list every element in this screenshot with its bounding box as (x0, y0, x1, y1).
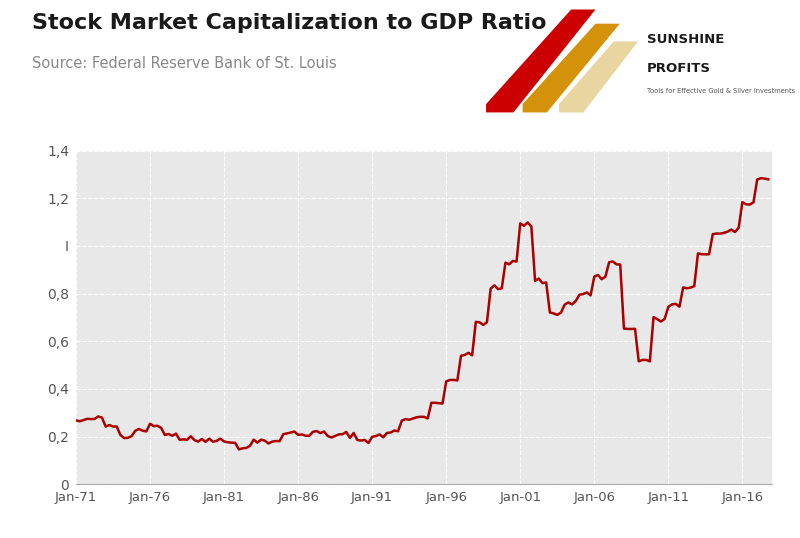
Polygon shape (486, 10, 595, 112)
Text: PROFITS: PROFITS (647, 61, 711, 75)
Polygon shape (559, 41, 638, 112)
Text: Stock Market Capitalization to GDP Ratio: Stock Market Capitalization to GDP Ratio (32, 13, 546, 33)
Text: Tools for Effective Gold & Silver Investments: Tools for Effective Gold & Silver Invest… (647, 88, 795, 94)
Text: Source: Federal Reserve Bank of St. Louis: Source: Federal Reserve Bank of St. Loui… (32, 56, 337, 72)
Text: SUNSHINE: SUNSHINE (647, 33, 725, 46)
Polygon shape (522, 24, 620, 112)
